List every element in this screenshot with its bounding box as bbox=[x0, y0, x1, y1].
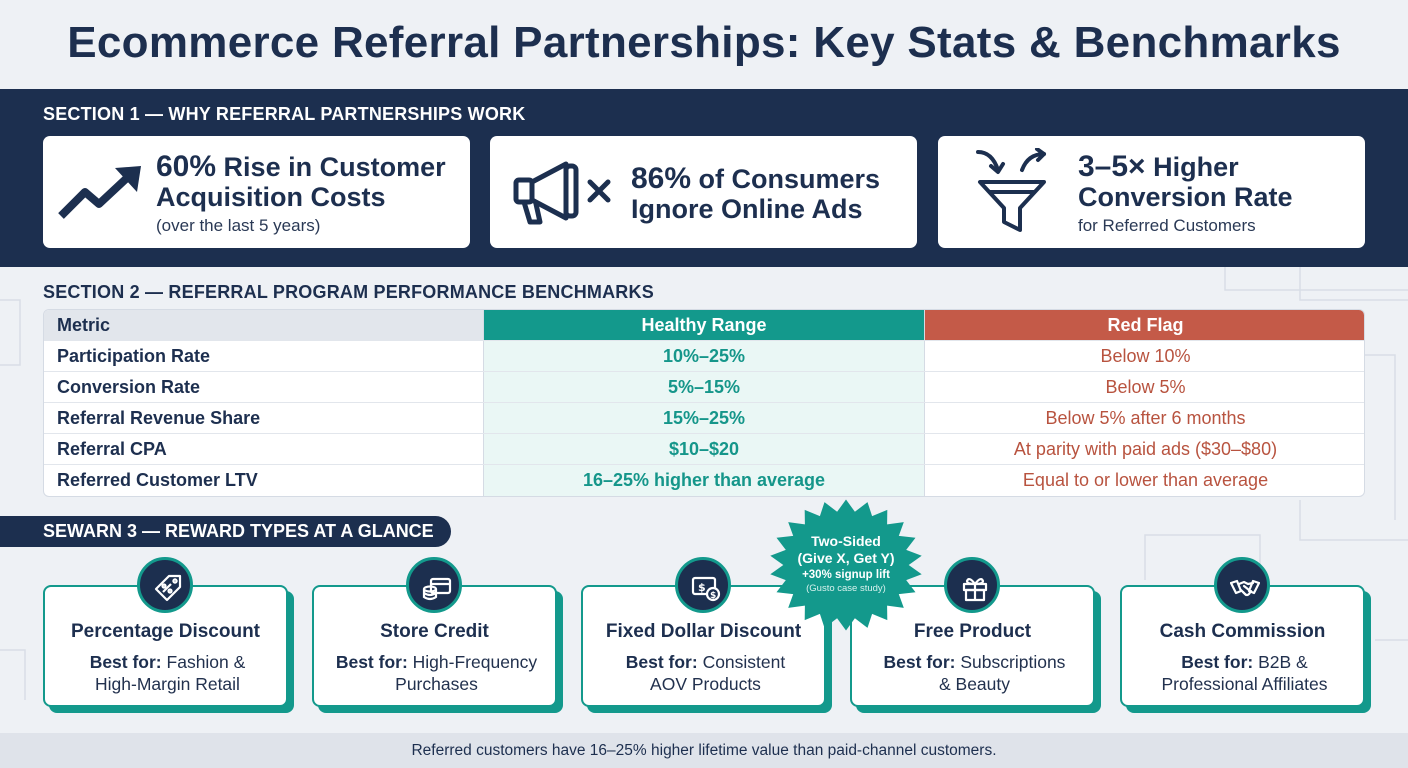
starburst-shape bbox=[770, 499, 922, 631]
megaphone-x-icon bbox=[513, 161, 611, 225]
best-for-line1: B2B & bbox=[1258, 652, 1308, 672]
benchmarks-table: Metric Healthy Range Red Flag Participat… bbox=[43, 309, 1365, 497]
starburst-line2: (Give X, Get Y) bbox=[797, 550, 895, 566]
stat-number: 86% bbox=[631, 162, 692, 195]
page-title: Ecommerce Referral Partnerships: Key Sta… bbox=[67, 18, 1341, 67]
reward-title: Cash Commission bbox=[1159, 621, 1326, 642]
section3-label: SEWARN 3 — REWARD TYPES AT A GLANCE bbox=[0, 516, 451, 547]
gift-icon bbox=[944, 557, 1000, 613]
cell-healthy: $10–$20 bbox=[483, 434, 924, 464]
stat-headline-rest: of Consumers bbox=[691, 164, 881, 194]
section1-label: SECTION 1 — WHY REFERRAL PARTNERSHIPS WO… bbox=[43, 104, 526, 124]
reward-best-for: Best for: Subscriptions & Beauty bbox=[862, 651, 1087, 695]
cell-metric: Referred Customer LTV bbox=[57, 470, 258, 490]
cell-metric: Participation Rate bbox=[57, 345, 211, 366]
stat-headline-line2: Ignore Online Ads bbox=[631, 194, 863, 224]
stat-headline-rest: Rise in Customer bbox=[216, 152, 446, 182]
best-for-line2: AOV Products bbox=[650, 674, 761, 694]
stat-card-acquisition-costs: 60% Rise in Customer Acquisition Costs (… bbox=[43, 136, 470, 248]
cell-red-flag: Below 10% bbox=[924, 341, 1364, 371]
cell-red-flag: Below 5% after 6 months bbox=[924, 403, 1364, 433]
best-for-line1: Fashion & bbox=[166, 652, 246, 672]
reward-title: Fixed Dollar Discount bbox=[605, 621, 802, 642]
section2-label: SECTION 2 — REFERRAL PROGRAM PERFORMANCE… bbox=[43, 282, 654, 302]
best-for-line1: Consistent bbox=[702, 652, 786, 672]
reward-title: Store Credit bbox=[380, 621, 489, 642]
stat-headline-rest: Higher bbox=[1145, 152, 1239, 182]
reward-card-cash-commission: Cash Commission Best for: B2B & Professio… bbox=[1120, 585, 1365, 707]
table-row: Referral Revenue Share 15%–25% Below 5% … bbox=[44, 403, 1364, 434]
cell-red-flag: Below 5% bbox=[924, 372, 1364, 402]
reward-title: Free Product bbox=[913, 621, 1032, 642]
cell-metric: Conversion Rate bbox=[57, 376, 201, 397]
stat-text-block: 60% Rise in Customer Acquisition Costs (… bbox=[156, 152, 446, 236]
best-for-line2: & Beauty bbox=[938, 674, 1011, 694]
credit-card-icon bbox=[406, 557, 462, 613]
dollar-bill-icon: $ $ bbox=[675, 557, 731, 613]
best-for-line2: High-Margin Retail bbox=[95, 674, 240, 694]
starburst-line1: Two-Sided bbox=[811, 533, 881, 549]
best-for-line1: Subscriptions bbox=[960, 652, 1066, 672]
cell-metric: Referral Revenue Share bbox=[57, 407, 261, 428]
cell-red-flag: At parity with paid ads ($30–$80) bbox=[924, 434, 1364, 464]
two-sided-starburst-badge bbox=[770, 499, 922, 631]
stat-headline-line2: Acquisition Costs bbox=[156, 182, 386, 212]
stat-headline-line2: Conversion Rate bbox=[1078, 182, 1293, 212]
stat-number: 3–5× bbox=[1078, 150, 1146, 183]
header-healthy-range: Healthy Range bbox=[483, 310, 924, 340]
funnel-icon bbox=[976, 148, 1046, 232]
table-row: Conversion Rate 5%–15% Below 5% bbox=[44, 372, 1364, 403]
reward-best-for: Best for: High-Frequency Purchases bbox=[324, 651, 549, 695]
table-row: Referred Customer LTV 16–25% higher than… bbox=[44, 465, 1364, 496]
best-for-label: Best for: bbox=[1181, 652, 1254, 672]
header-red-flag: Red Flag bbox=[924, 310, 1364, 340]
cell-healthy: 16–25% higher than average bbox=[483, 465, 924, 496]
cell-metric: Referral CPA bbox=[57, 438, 167, 459]
best-for-label: Best for: bbox=[335, 652, 408, 672]
stat-card-conversion-rate: 3–5× Higher Conversion Rate for Referred… bbox=[938, 136, 1365, 248]
starburst-text: Two-Sided (Give X, Get Y) +30% signup li… bbox=[766, 533, 926, 595]
best-for-label: Best for: bbox=[625, 652, 698, 672]
best-for-line2: Professional Affiliates bbox=[1161, 674, 1328, 694]
stat-text-block: 86% of Consumers Ignore Online Ads bbox=[631, 162, 881, 225]
reward-best-for: Best for: B2B & Professional Affiliates bbox=[1132, 651, 1357, 695]
best-for-label: Best for: bbox=[89, 652, 162, 672]
best-for-line1: High-Frequency bbox=[412, 652, 538, 672]
reward-best-for: Best for: Fashion & High-Margin Retail bbox=[55, 651, 280, 695]
reward-title: Percentage Discount bbox=[71, 621, 260, 642]
starburst-line3: +30% signup lift bbox=[802, 569, 890, 581]
header-metric: Metric bbox=[44, 310, 483, 340]
stat-text-block: 3–5× Higher Conversion Rate for Referred… bbox=[1078, 152, 1293, 236]
best-for-label: Best for: bbox=[883, 652, 956, 672]
cell-red-flag: Equal to or lower than average bbox=[924, 465, 1364, 496]
percent-tag-icon bbox=[137, 557, 193, 613]
table-row: Referral CPA $10–$20 At parity with paid… bbox=[44, 434, 1364, 465]
table-row: Participation Rate 10%–25% Below 10% bbox=[44, 341, 1364, 372]
svg-text:$: $ bbox=[698, 581, 706, 594]
stat-subtext: for Referred Customers bbox=[1078, 216, 1256, 235]
stat-number: 60% bbox=[156, 150, 217, 183]
best-for-line2: Purchases bbox=[395, 674, 478, 694]
trend-up-icon bbox=[58, 166, 141, 219]
table-header-row: Metric Healthy Range Red Flag bbox=[44, 310, 1364, 341]
handshake-icon bbox=[1214, 557, 1270, 613]
svg-text:$: $ bbox=[710, 591, 716, 601]
reward-best-for: Best for: Consistent AOV Products bbox=[593, 651, 818, 695]
stat-card-ignore-ads: 86% of Consumers Ignore Online Ads bbox=[490, 136, 917, 248]
cell-healthy: 5%–15% bbox=[483, 372, 924, 402]
cell-healthy: 15%–25% bbox=[483, 403, 924, 433]
starburst-line4: (Gusto case study) bbox=[806, 583, 886, 594]
footer-note: Referred customers have 16–25% higher li… bbox=[0, 733, 1408, 768]
cell-healthy: 10%–25% bbox=[483, 341, 924, 371]
stat-subtext: (over the last 5 years) bbox=[156, 216, 321, 235]
